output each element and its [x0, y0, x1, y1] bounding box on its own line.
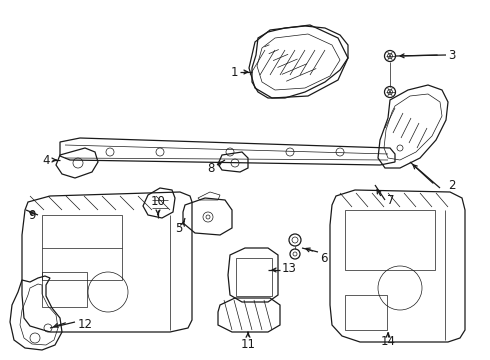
Text: 13: 13	[282, 261, 297, 274]
Bar	[345, 210, 435, 270]
Bar	[42, 215, 122, 280]
Bar	[42, 272, 87, 307]
Text: 6: 6	[320, 252, 327, 265]
Text: 1: 1	[230, 66, 238, 78]
Text: 14: 14	[381, 335, 395, 348]
Bar	[345, 295, 387, 330]
Text: 11: 11	[241, 338, 255, 351]
Text: 4: 4	[43, 153, 50, 166]
Text: 7: 7	[387, 194, 394, 207]
Text: 5: 5	[174, 221, 182, 234]
Text: 9: 9	[28, 208, 36, 221]
Text: 8: 8	[208, 162, 215, 175]
Text: 12: 12	[77, 318, 93, 331]
Bar	[236, 258, 272, 296]
Text: 2: 2	[448, 179, 456, 192]
Text: 10: 10	[150, 195, 166, 208]
Text: 3: 3	[448, 49, 455, 62]
